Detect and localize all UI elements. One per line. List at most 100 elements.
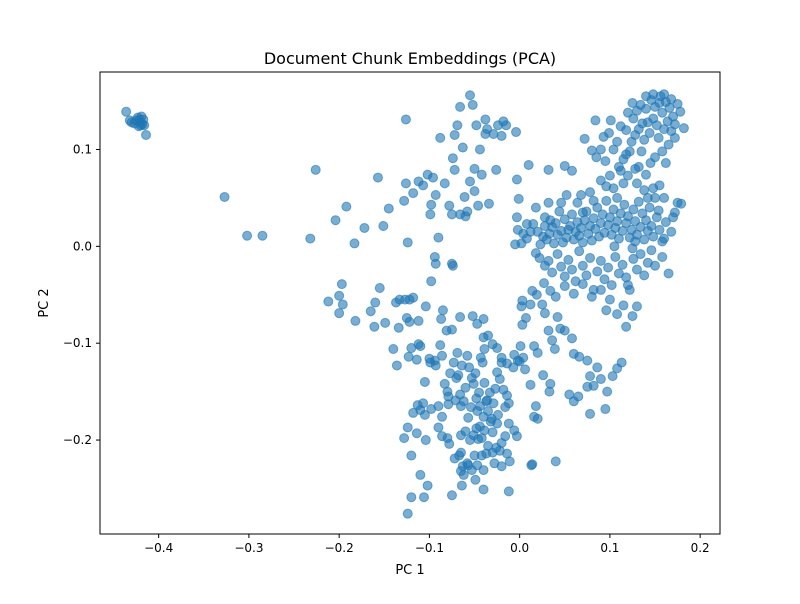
scatter-point	[577, 237, 588, 248]
scatter-point	[476, 169, 487, 180]
scatter-point	[591, 152, 602, 163]
scatter-point	[469, 186, 480, 197]
scatter-point	[478, 465, 489, 476]
scatter-point	[552, 249, 563, 260]
scatter-point	[660, 217, 671, 228]
scatter-point	[582, 355, 593, 366]
scatter-point	[561, 190, 572, 201]
scatter-point	[467, 99, 478, 110]
scatter-point	[415, 469, 426, 480]
scatter-point	[425, 209, 436, 220]
scatter-point	[455, 101, 466, 112]
scatter-point	[462, 350, 473, 361]
scatter-point	[549, 344, 560, 355]
scatter-point	[548, 238, 559, 249]
scatter-point	[492, 418, 503, 429]
scatter-point	[511, 174, 522, 185]
scatter-point	[672, 197, 683, 208]
scatter-point	[455, 312, 466, 323]
scatter-point	[644, 128, 655, 139]
scatter-point	[514, 356, 525, 367]
scatter-point	[383, 203, 394, 214]
scatter-point	[650, 192, 661, 203]
scatter-point	[435, 340, 446, 351]
scatter-point	[504, 456, 515, 467]
scatter-point	[559, 271, 570, 282]
scatter-point	[413, 315, 424, 326]
x-axis-ticks: −0.4 −0.3 −0.2 −0.1 0.0 0.1 0.2	[144, 534, 710, 555]
scatter-point	[663, 268, 674, 279]
scatter-point	[460, 382, 471, 393]
scatter-point	[483, 198, 494, 209]
scatter-point	[393, 322, 404, 333]
scatter-point	[516, 301, 527, 312]
scatter-point	[341, 201, 352, 212]
scatter-point	[365, 306, 376, 317]
scatter-point	[334, 308, 345, 319]
scatter-point	[600, 404, 611, 415]
scatter-point	[648, 231, 659, 242]
scatter-point	[572, 197, 583, 208]
scatter-point	[467, 311, 478, 322]
scatter-point	[436, 313, 447, 324]
scatter-point	[133, 121, 144, 132]
scatter-point	[595, 284, 606, 295]
scatter-point	[449, 129, 460, 140]
scatter-point	[582, 381, 593, 392]
scatter-point	[581, 270, 592, 281]
scatter-point	[534, 252, 545, 263]
scatter-point	[305, 233, 316, 244]
scatter-point	[663, 139, 674, 150]
scatter-point	[654, 97, 665, 108]
x-tick-label: −0.1	[415, 541, 444, 555]
scatter-point	[337, 299, 348, 310]
scatter-point	[444, 438, 455, 449]
scatter-point	[452, 120, 463, 131]
scatter-point	[446, 324, 457, 335]
scatter-point	[543, 164, 554, 175]
plot-frame	[99, 71, 721, 535]
scatter-point	[520, 313, 531, 324]
scatter-point	[532, 347, 543, 358]
scatter-point	[380, 317, 391, 328]
scatter-point	[621, 321, 632, 332]
scatter-point	[653, 205, 664, 216]
scatter-point	[602, 386, 613, 397]
scatter-point	[543, 325, 554, 336]
scatter-point	[418, 492, 429, 503]
y-tick-label: −0.1	[63, 336, 92, 350]
y-tick-label: 0.1	[73, 142, 92, 156]
scatter-point	[537, 299, 548, 310]
scatter-point	[595, 255, 606, 266]
scatter-point	[458, 469, 469, 480]
scatter-point	[577, 260, 588, 271]
scatter-point	[636, 146, 647, 157]
scatter-point	[627, 97, 638, 108]
scatter-point	[650, 260, 661, 271]
scatter-point	[621, 125, 632, 136]
scatter-point	[374, 282, 385, 293]
scatter-point	[622, 280, 633, 291]
scatter-point	[566, 333, 577, 344]
scatter-point	[460, 426, 471, 437]
scatter-point	[482, 395, 493, 406]
scatter-point	[369, 321, 380, 332]
scatter-point	[511, 431, 522, 442]
scatter-point	[601, 195, 612, 206]
scatter-point	[646, 245, 657, 256]
scatter-point	[455, 447, 466, 458]
scatter-point	[559, 281, 570, 292]
scatter-point	[599, 274, 610, 285]
scatter-point	[669, 119, 680, 130]
scatter-point	[447, 153, 458, 164]
scatter-point	[595, 374, 606, 385]
scatter-point	[577, 279, 588, 290]
x-tick-label: 0.1	[600, 541, 619, 555]
scatter-point	[657, 107, 668, 118]
scatter-point	[590, 115, 601, 126]
scatter-point	[406, 450, 417, 461]
scatter-point	[539, 212, 550, 223]
scatter-point	[559, 160, 570, 171]
scatter-point	[639, 270, 650, 281]
scatter-point	[513, 193, 524, 204]
